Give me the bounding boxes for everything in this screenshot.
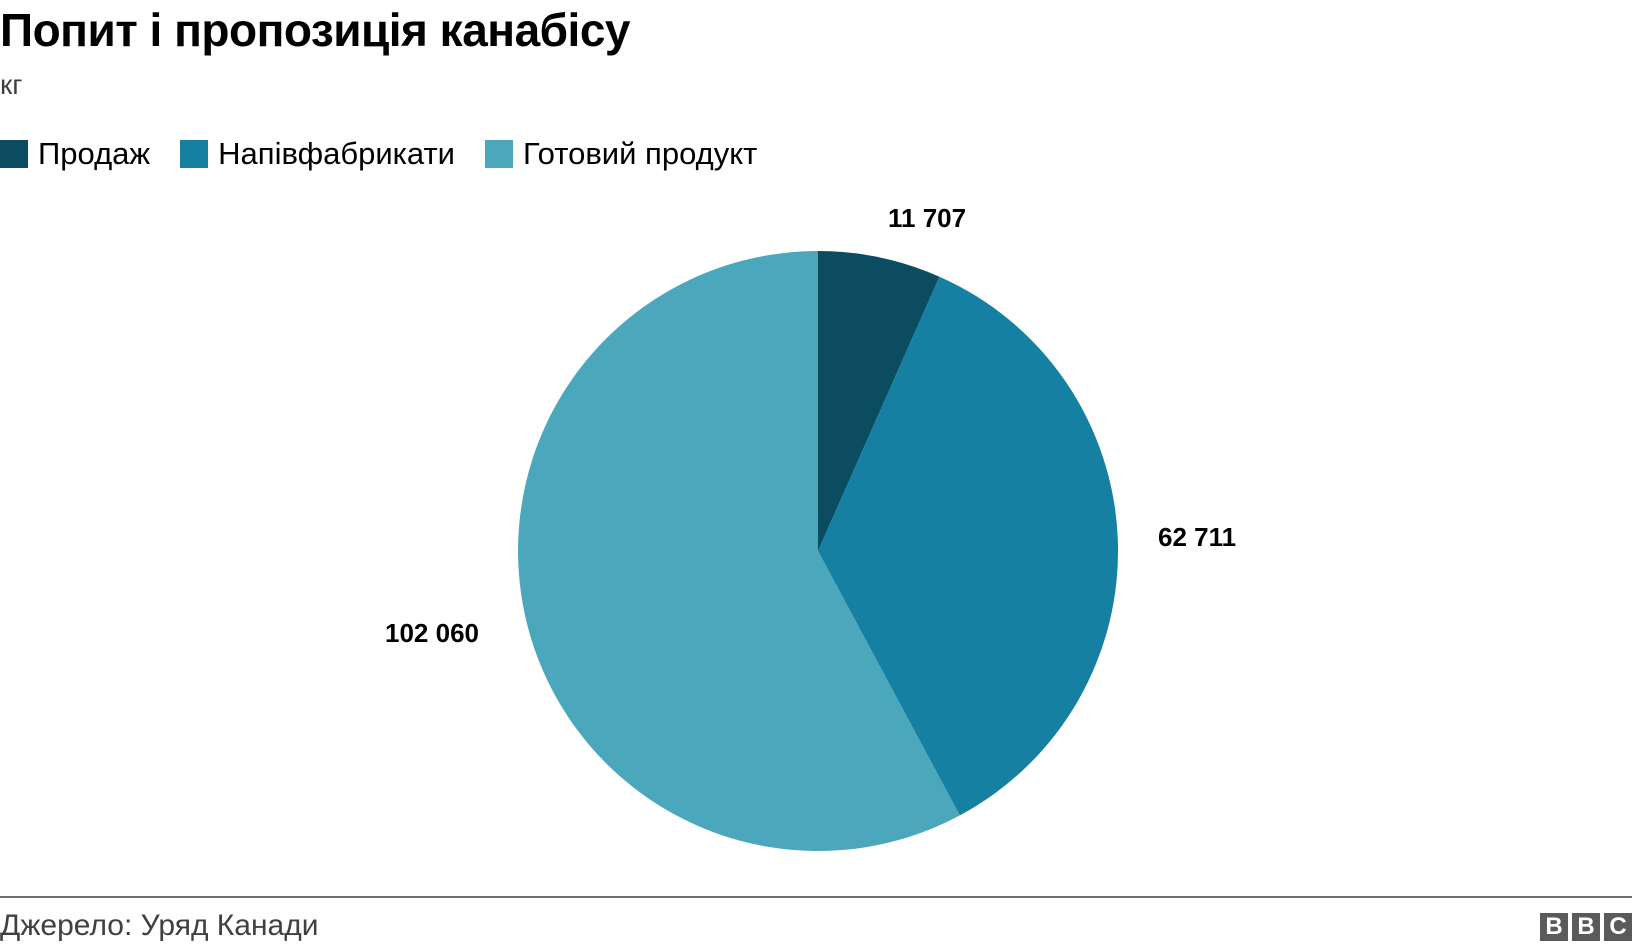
legend-label: Напівфабрикати — [218, 136, 455, 171]
legend-swatch-sales — [0, 140, 28, 168]
bbc-logo: B B C — [1540, 913, 1632, 941]
source-note: Джерело: Уряд Канади — [0, 909, 319, 942]
legend-swatch-semi-finished — [180, 140, 209, 168]
legend-swatch-finished-product — [484, 140, 513, 168]
legend: Продаж Напівфабрикати Готовий продукт — [0, 136, 787, 172]
data-label-sales: 11 707 — [888, 203, 967, 233]
bbc-logo-letter: C — [1604, 913, 1632, 941]
data-label-finished-product: 102 060 — [385, 618, 479, 648]
chart-subtitle-unit: кг — [0, 69, 23, 100]
pie-slice-sales — [818, 251, 940, 551]
legend-item-sales: Продаж — [0, 136, 150, 172]
bbc-logo-letter: B — [1572, 913, 1600, 941]
legend-label: Продаж — [38, 136, 151, 171]
pie-slice-finished-product — [518, 251, 960, 851]
legend-item-semi-finished: Напівфабрикати — [180, 136, 455, 172]
pie-slice-semi-finished — [818, 276, 1119, 816]
legend-label: Готовий продукт — [522, 136, 758, 171]
chart-title: Попит і пропозиція канабісу — [0, 4, 631, 56]
footer-divider — [0, 896, 1632, 898]
legend-item-finished-product: Готовий продукт — [484, 136, 758, 172]
data-label-semi-finished: 62 711 — [1158, 522, 1237, 552]
bbc-logo-letter: B — [1540, 913, 1568, 941]
